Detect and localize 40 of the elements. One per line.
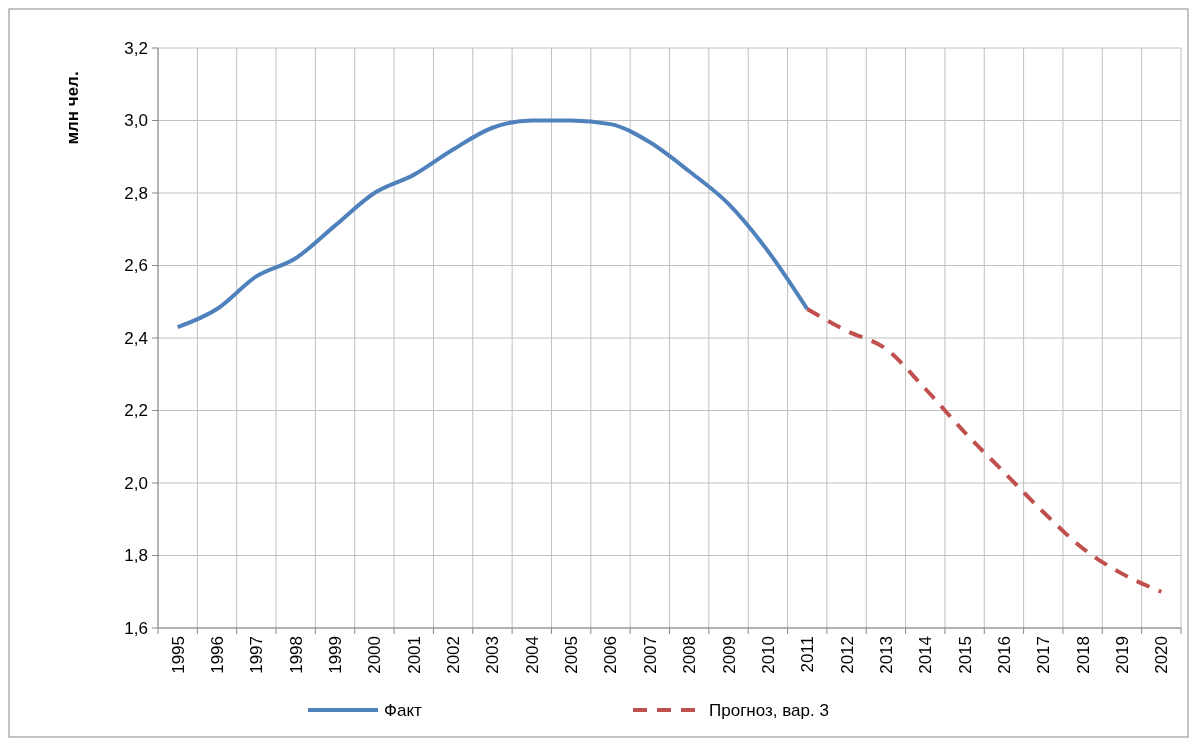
x-tick-label: 2012	[837, 636, 857, 674]
x-tick-label: 2007	[640, 636, 660, 674]
y-tick-label: 3,2	[124, 38, 148, 58]
line-series	[805, 307, 1164, 594]
y-axis-title: млн чел.	[63, 71, 82, 145]
x-tick-label: 2011	[798, 636, 818, 673]
x-tick-label: 1995	[168, 636, 188, 674]
x-tick-label: 1998	[286, 636, 306, 674]
y-tick-label: 2,4	[124, 328, 148, 348]
x-tick-label: 2013	[876, 636, 896, 674]
x-tick-label: 2015	[955, 636, 975, 674]
y-tick-label: 2,8	[124, 183, 148, 203]
x-tick-label: 2014	[916, 636, 936, 674]
y-tick-label: 1,8	[124, 546, 148, 566]
x-tick-label: 2008	[680, 636, 700, 674]
y-tick-label: 2,0	[124, 473, 148, 493]
x-tick-label: 2003	[483, 636, 503, 674]
x-tick-label: 2001	[404, 636, 424, 674]
y-tick-label: 1,6	[124, 618, 148, 638]
x-tick-label: 2019	[1112, 636, 1132, 674]
x-tick-label: 2000	[365, 636, 385, 674]
y-tick-label: 2,2	[124, 401, 148, 421]
x-tick-label: 2016	[994, 636, 1014, 674]
x-tick-label: 2017	[1034, 636, 1054, 674]
x-tick-label: 2006	[601, 636, 621, 674]
x-tick-label: 1999	[326, 636, 346, 674]
x-tick-label: 2010	[758, 636, 778, 674]
legend-label: Прогноз, вар. 3	[709, 700, 829, 720]
line-series	[175, 118, 810, 330]
y-tick-label: 3,0	[124, 111, 148, 131]
x-tick-label: 2020	[1152, 636, 1172, 674]
x-tick-label: 1997	[247, 636, 267, 674]
x-tick-label: 2005	[562, 636, 582, 674]
x-tick-label: 2018	[1073, 636, 1093, 674]
x-tick-label: 2002	[444, 636, 464, 674]
x-tick-label: 2004	[522, 636, 542, 674]
y-tick-label: 2,6	[124, 256, 148, 276]
x-tick-label: 2009	[719, 636, 739, 674]
legend-label: Факт	[384, 700, 423, 720]
x-tick-label: 1996	[208, 636, 228, 674]
